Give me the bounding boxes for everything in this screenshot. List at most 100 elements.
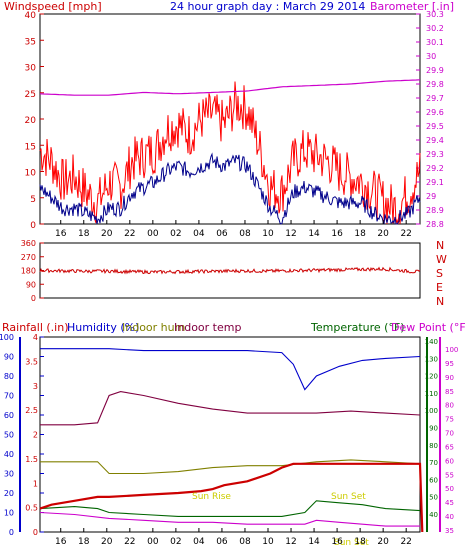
dew-point-tick-label: 45 [445, 499, 454, 507]
indoor-hum-label: Indoor hum [122, 321, 185, 334]
dew-point-tick-label: 65 [445, 443, 454, 451]
time-tick-label: 20 [377, 537, 389, 547]
barometer-tick-label: 30.2 [426, 24, 444, 33]
time-tick-label: 04 [193, 537, 205, 547]
humidity-tick-label: 40 [4, 450, 14, 459]
wind-direction-line [39, 266, 421, 275]
time-tick-label: 12 [285, 229, 296, 239]
wind-tick-label: 40 [25, 11, 37, 21]
time-tick-label: 16 [55, 229, 67, 239]
indoor-hum-line [40, 459, 421, 475]
time-tick-label: 18 [78, 229, 90, 239]
barometer-tick-label: 29.2 [426, 164, 444, 173]
humidity-tick-label: 70 [4, 392, 14, 401]
barometer-tick-label: 29 [426, 192, 436, 201]
wind-series [39, 79, 421, 225]
direction-tick-label: 90 [26, 280, 36, 289]
humidity-tick-label: 100 [0, 333, 14, 342]
dew-point-tick-label: 90 [445, 374, 454, 382]
time-tick-label: 14 [308, 229, 320, 239]
barometer-line [39, 79, 421, 96]
humidity-tick-label: 20 [4, 489, 14, 498]
compass-label: W [436, 253, 447, 266]
time-tick-label: 18 [78, 537, 90, 547]
dew-point-tick-label: 80 [445, 402, 454, 410]
temperature-tick-label: 100 [425, 407, 438, 415]
dew-point-label: Dew Point (°F) [391, 321, 465, 334]
time-tick-label: 20 [101, 537, 113, 547]
time-tick-label: 18 [354, 537, 366, 547]
time-tick-label: 16 [331, 229, 343, 239]
rainfall-label: Rainfall (.in) [2, 321, 69, 334]
climate-axis: 00.511.522.533.5401020304050607080901004… [0, 333, 458, 537]
direction-tick-label: 0 [31, 294, 36, 303]
barometer-tick-label: 30.3 [426, 10, 444, 19]
sun-set-bottom-label: Sun Set [334, 538, 369, 548]
humidity-tick-label: 80 [4, 372, 14, 381]
rainfall-tick-label: 2.5 [25, 406, 38, 415]
time-tick-label: 08 [239, 229, 251, 239]
direction-tick-label: 360 [21, 239, 36, 248]
humidity-tick-label: 0 [9, 528, 14, 537]
wind-tick-label: 0 [30, 221, 36, 231]
humidity-label: Humidity (%) [67, 321, 139, 334]
rainfall-tick-label: 1 [33, 479, 38, 488]
humidity-tick-label: 60 [4, 411, 14, 420]
compass-label: S [436, 267, 443, 280]
compass-label: N [436, 295, 444, 308]
barometer-tick-label: 29.1 [426, 178, 444, 187]
rainfall-tick-label: 3.5 [25, 357, 38, 366]
time-tick-label: 22 [124, 537, 135, 547]
time-tick-label: 00 [147, 537, 159, 547]
time-axes: 16 18 20 22 00 02 04 06 08 10 12 14 16 18 20 22 16 18 20 22… [55, 220, 412, 547]
time-tick-label: 14 [308, 537, 320, 547]
time-tick-label: 06 [216, 229, 228, 239]
barometer-tick-label: 29.6 [426, 108, 444, 117]
time-tick-label: 16 [331, 537, 343, 547]
barometer-tick-label: 30 [426, 52, 436, 61]
indoor-temp-label: Indoor temp [174, 321, 241, 334]
humidity-tick-label: 30 [4, 470, 14, 479]
humidity-tick-label: 10 [4, 509, 14, 518]
barometer-tick-label: 29.9 [426, 66, 444, 75]
rainfall-line [39, 462, 424, 533]
indoor-temp-line [40, 391, 421, 426]
direction-tick-label: 180 [21, 267, 36, 276]
time-tick-label: 22 [400, 229, 411, 239]
humidity-line [40, 348, 421, 391]
barometer-tick-label: 29.8 [426, 80, 444, 89]
dew-point-tick-label: 40 [445, 513, 454, 521]
time-tick-label: 22 [124, 229, 135, 239]
time-tick-label: 16 [55, 537, 67, 547]
barometer-tick-label: 30.1 [426, 38, 444, 47]
temperature-tick-label: 70 [429, 459, 438, 467]
windspeed-line [39, 81, 421, 225]
time-tick-label: 20 [377, 229, 389, 239]
time-tick-label: 18 [354, 229, 366, 239]
compass-label: N [436, 239, 444, 252]
temperature-label: Temperature (°F) [310, 321, 405, 334]
wind-axis: 0 5 10 15 20 25 30 35 40 28.8 28.9 29 29.1 29.2 29.3 29… [25, 10, 444, 231]
rainfall-tick-label: 0 [33, 528, 38, 537]
humidity-tick-label: 50 [4, 431, 14, 440]
time-tick-label: 08 [239, 537, 251, 547]
climate-series [39, 348, 424, 533]
time-tick-label: 02 [170, 229, 181, 239]
rainfall-tick-label: 3 [33, 382, 38, 391]
temperature-tick-label: 40 [429, 511, 438, 519]
time-tick-label: 00 [147, 229, 159, 239]
direction-tick-label: 270 [21, 253, 36, 262]
temperature-line [39, 500, 421, 517]
temperature-tick-label: 110 [425, 390, 438, 398]
time-tick-label: 22 [400, 537, 411, 547]
sun-set-label: Sun Set [331, 492, 366, 502]
dew-point-line [39, 511, 420, 527]
time-tick-label: 10 [262, 537, 274, 547]
wind-tick-label: 20 [25, 116, 37, 126]
wind-tick-label: 10 [25, 169, 37, 179]
wind-tick-label: 25 [25, 90, 36, 100]
dew-point-tick-label: 75 [445, 416, 454, 424]
barometer-tick-label: 29.5 [426, 122, 444, 131]
